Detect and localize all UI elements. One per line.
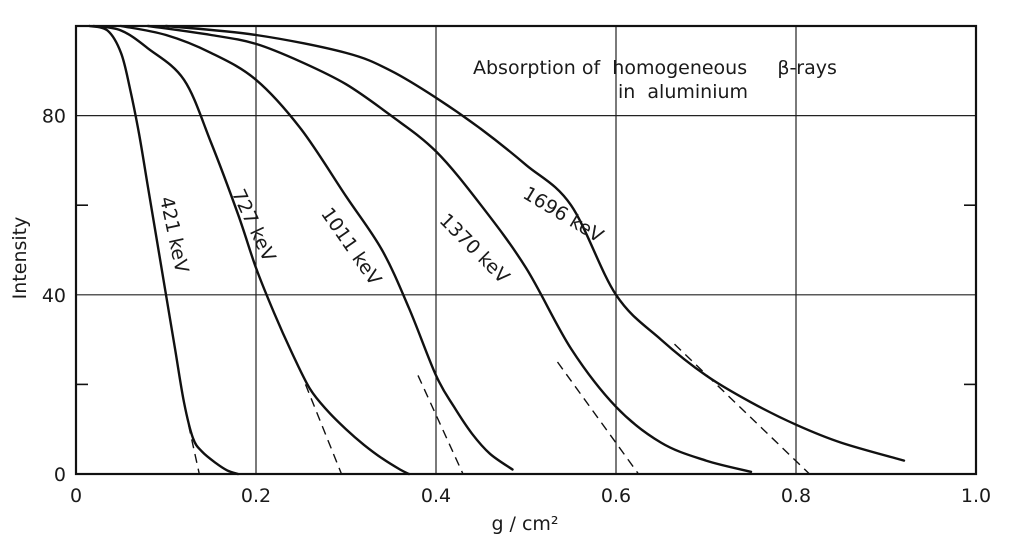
gridlines <box>76 26 976 474</box>
curve-label: 1696 keV <box>519 182 607 247</box>
x-tick-label: 0.2 <box>241 485 271 507</box>
curve-1370-kev <box>146 24 753 473</box>
x-axis-label: g / cm² <box>491 513 558 535</box>
curve-421-kev <box>88 24 240 476</box>
x-tick-label: 1.0 <box>961 485 991 507</box>
x-tick-label: 0.4 <box>421 485 451 507</box>
y-axis-label: Intensity <box>9 217 31 300</box>
curve-labels: 421 keV 727 keV 1011 keV 1370 keV 1696 keV <box>155 182 607 289</box>
x-tick-label: 0.8 <box>781 485 811 507</box>
x-tick-label: 0.6 <box>601 485 631 507</box>
curves <box>88 24 906 476</box>
curve-1696-kev <box>164 24 906 462</box>
extrapolation-1370-kev <box>556 361 640 475</box>
extrapolation-1696-kev <box>674 343 810 475</box>
y-tick-label: 40 <box>42 285 66 307</box>
y-tick-label: 80 <box>42 106 66 128</box>
extrapolation-421-kev <box>187 424 200 475</box>
extrapolation-727-kev <box>304 384 343 475</box>
axis-ticks <box>76 204 976 386</box>
curve-727-kev <box>92 24 411 476</box>
chart-title-line2: in aluminium <box>618 81 748 103</box>
curve-label: 1370 keV <box>435 209 514 288</box>
y-tick-label: 0 <box>54 464 66 486</box>
curve-1011-kev <box>119 24 514 471</box>
y-tick-labels: 0 40 80 <box>42 106 66 486</box>
x-tick-labels: 0 0.2 0.4 0.6 0.8 1.0 <box>70 485 991 507</box>
curve-label: 727 keV <box>227 186 280 265</box>
chart-title-line1: Absorption of homogeneous β-rays <box>473 57 837 79</box>
plot-frame <box>74 24 978 476</box>
curve-label: 1011 keV <box>316 204 385 290</box>
x-tick-label: 0 <box>70 485 82 507</box>
extrapolation-1011-kev <box>417 375 464 475</box>
